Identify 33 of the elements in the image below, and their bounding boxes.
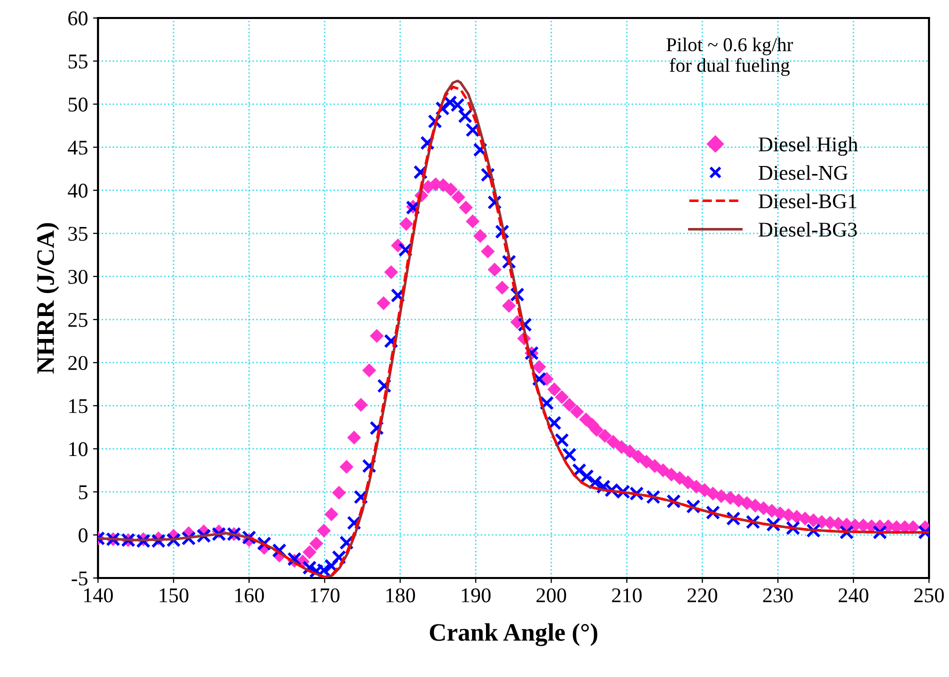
y-tick-label: 50	[68, 98, 88, 112]
x-tick-label: 250	[914, 588, 944, 602]
annotation: Pilot ~ 0.6 kg/hr for dual fueling	[666, 38, 793, 76]
y-tick-label: -5	[72, 572, 88, 586]
x-tick-label: 180	[386, 588, 416, 602]
legend-label: Diesel-NG	[758, 165, 848, 180]
x-tick-label: 190	[462, 588, 491, 602]
legend-label: Diesel-BG3	[758, 222, 857, 237]
x-tick-label: 200	[536, 588, 566, 602]
y-tick-label: 45	[68, 140, 88, 155]
x-tick-label: 160	[235, 588, 264, 602]
x-tick-label: 140	[84, 588, 113, 602]
y-tick-label: 55	[68, 54, 88, 69]
y-tick-label: 40	[68, 184, 88, 198]
y-tick-label: 60	[68, 11, 88, 26]
x-tick-label: 170	[310, 588, 340, 602]
y-tick-label: 0	[78, 528, 88, 542]
y-axis-title: NHRR (J/CA)	[36, 223, 60, 374]
x-tick-label: 230	[763, 588, 793, 602]
legend-label: Diesel High	[758, 136, 858, 156]
y-tick-label: 35	[68, 226, 88, 241]
x-tick-label: 150	[160, 588, 188, 602]
x-axis-title: Crank Angle (°)	[430, 623, 598, 646]
y-tick-label: 15	[69, 399, 88, 414]
x-tick-label: 220	[688, 588, 718, 602]
y-tick-label: 20	[68, 356, 88, 370]
x-tick-label: 240	[838, 588, 868, 602]
x-tick-label: 210	[612, 588, 642, 602]
y-tick-label: 30	[68, 270, 88, 284]
y-tick-label: 25	[68, 312, 88, 327]
y-tick-label: 10	[69, 442, 88, 456]
legend-label: Diesel-BG1	[758, 194, 856, 208]
y-tick-label: 5	[79, 485, 88, 500]
